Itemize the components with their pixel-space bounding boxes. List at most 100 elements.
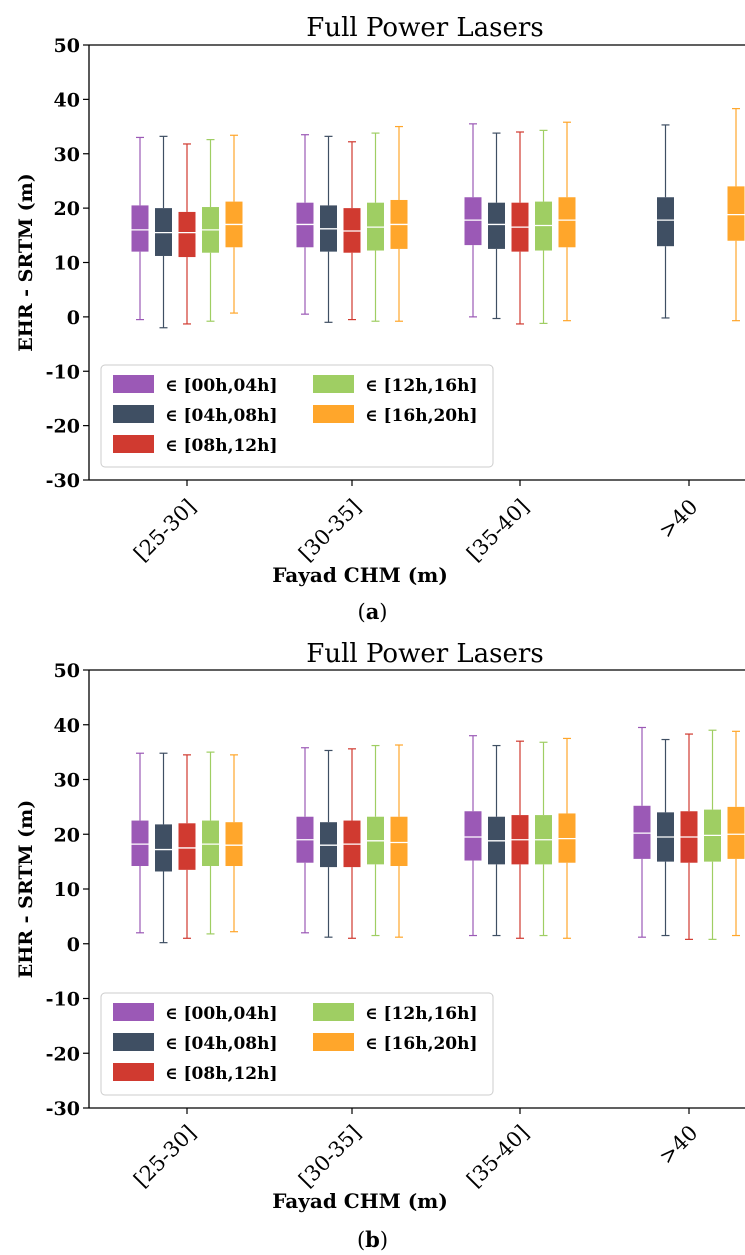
x-tick-label: [30-35] [294, 1121, 365, 1192]
legend-label: ∈ [00h,04h] [165, 376, 278, 396]
box-plot [131, 752, 149, 934]
box-plot [296, 134, 314, 315]
box-plot [320, 749, 337, 938]
y-tick-label: 30 [54, 144, 80, 166]
box-plot [558, 737, 576, 939]
x-axis-label: Fayad CHM (m) [272, 563, 448, 587]
box-iqr [727, 186, 745, 241]
legend-frame [100, 992, 494, 1096]
legend-label: ∈ [00h,04h] [165, 1004, 278, 1024]
y-tick-label: 0 [67, 934, 80, 956]
box-iqr [131, 820, 149, 867]
box-iqr [727, 806, 745, 859]
y-tick-label: -20 [46, 1043, 80, 1065]
y-tick-label: 20 [54, 824, 80, 846]
box-plot [657, 124, 674, 319]
box-iqr [225, 822, 243, 867]
legend-label: ∈ [04h,08h] [165, 406, 278, 426]
x-axis-label: Fayad CHM (m) [272, 1189, 448, 1213]
y-tick-label: 10 [54, 253, 80, 275]
box-plot [343, 748, 361, 939]
box-plot [633, 726, 651, 938]
y-tick-label: 30 [54, 770, 80, 792]
box-plot [131, 136, 149, 321]
y-axis-label: EHR - SRTM (m) [15, 800, 37, 978]
legend: ∈ [00h,04h] ∈ [04h,08h] ∈ [08h,12h] ∈ [12h,… [100, 364, 494, 468]
box-plot [657, 738, 674, 937]
y-tick-label: 20 [54, 198, 80, 220]
box-plot [320, 135, 337, 323]
box-plot [727, 108, 745, 322]
y-tick-label: -10 [46, 989, 80, 1011]
x-tick-label: >40 [654, 495, 702, 543]
legend-label: ∈ [04h,08h] [165, 1034, 278, 1054]
box-plot [535, 741, 552, 937]
legend-label: ∈ [16h,20h] [365, 406, 478, 426]
y-tick-label: 10 [54, 879, 80, 901]
panel-a-chart: Full Power Lasers -30 -20 -10 0 10 20 30 40 50 EHR… [15, 13, 745, 587]
box-plot [367, 744, 384, 937]
box-iqr [178, 823, 196, 870]
box-iqr [657, 197, 674, 247]
legend-swatch [113, 435, 154, 453]
box-plot [535, 129, 552, 324]
legend-label: ∈ [16h,20h] [365, 1034, 478, 1054]
legend-swatch [113, 1063, 154, 1081]
box-iqr [390, 816, 408, 867]
y-tick-label: 40 [54, 715, 80, 737]
y-tick-label: -10 [46, 361, 80, 383]
box-plot [225, 754, 243, 933]
legend-swatch [113, 1033, 154, 1051]
box-plot [390, 744, 408, 938]
box-iqr [558, 197, 576, 248]
box-plot [202, 751, 219, 935]
legend-label: ∈ [12h,16h] [365, 1004, 478, 1024]
legend-swatch [113, 405, 154, 423]
box-plot [680, 733, 698, 940]
box-plot [343, 141, 361, 321]
caption-b: (b) [356, 1227, 389, 1253]
y-tick-label: 40 [54, 89, 80, 111]
y-tick-label: 50 [54, 35, 80, 57]
box-plot [155, 752, 172, 944]
box-plot [202, 139, 219, 322]
x-tick-label: [25-30] [129, 495, 200, 566]
legend: ∈ [00h,04h] ∈ [04h,08h] ∈ [08h,12h] ∈ [12h,… [100, 992, 494, 1096]
x-tick-label: [35-40] [462, 495, 533, 566]
chart-title: Full Power Lasers [306, 13, 543, 43]
y-tick-label: -30 [46, 1098, 80, 1120]
box-iqr [202, 820, 219, 867]
box-iqr [131, 205, 149, 252]
x-tick-label: [25-30] [129, 1121, 200, 1192]
box-plot [464, 735, 482, 937]
y-tick-label: 0 [67, 307, 80, 329]
box-plot [155, 135, 172, 329]
caption-a: (a) [357, 599, 388, 625]
y-tick-label: -20 [46, 416, 80, 438]
legend-label: ∈ [08h,12h] [165, 436, 278, 456]
legend-label: ∈ [08h,12h] [165, 1064, 278, 1084]
x-tick-label: >40 [654, 1121, 702, 1169]
box-iqr [178, 211, 196, 258]
box-plot [296, 747, 314, 934]
box-iqr [633, 805, 651, 859]
box-plot [225, 134, 243, 314]
box-iqr [488, 202, 505, 249]
box-iqr [155, 824, 172, 872]
box-plot [178, 754, 196, 939]
box-plot [511, 740, 529, 939]
box-plot [390, 125, 408, 322]
box-plot [488, 744, 505, 937]
y-axis-label: EHR - SRTM (m) [15, 173, 37, 351]
legend-frame [100, 364, 494, 468]
box-plot [178, 143, 196, 325]
x-tick-label: [30-35] [294, 495, 365, 566]
box-plot [367, 132, 384, 322]
box-plot [511, 131, 529, 325]
y-tick-label: 50 [54, 660, 80, 682]
legend-swatch [313, 1003, 354, 1021]
box-plot [488, 132, 505, 320]
chart-title: Full Power Lasers [306, 639, 543, 669]
y-tick-label: -30 [46, 470, 80, 492]
